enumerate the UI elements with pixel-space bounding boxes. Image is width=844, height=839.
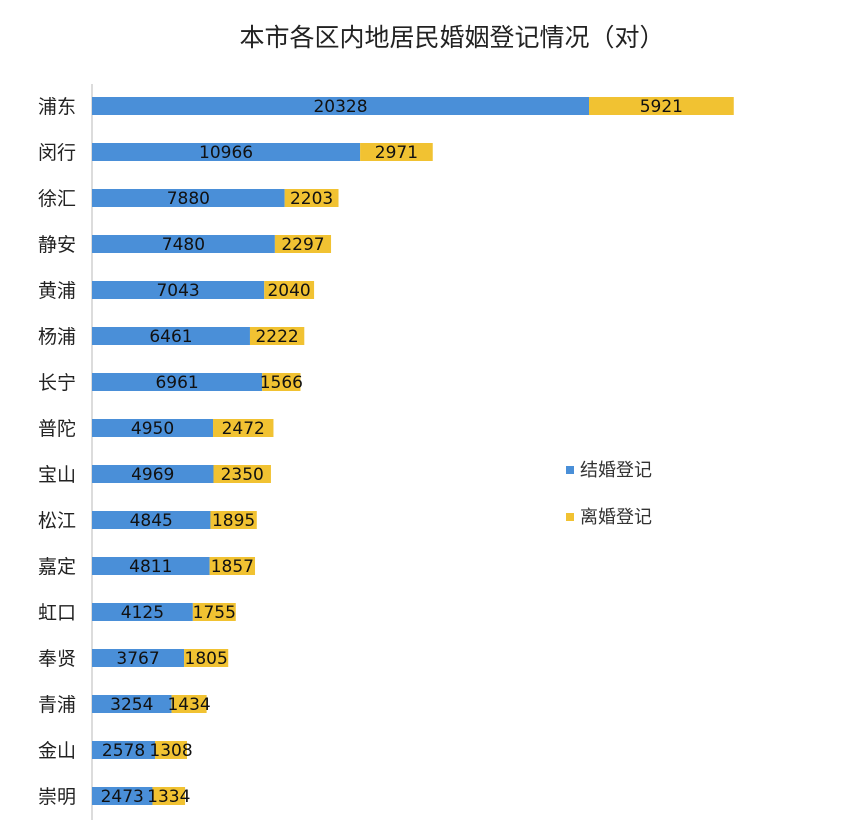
- category-label: 崇明: [38, 786, 76, 808]
- legend-label: 离婚登记: [580, 507, 652, 528]
- bar-divorce: [171, 695, 207, 713]
- category-label: 长宁: [38, 372, 76, 394]
- data-label: 3767: [116, 649, 159, 669]
- data-label: 2040: [267, 281, 310, 301]
- category-label: 奉贤: [38, 648, 76, 670]
- bar-marriage: [92, 327, 250, 345]
- data-label: 1434: [167, 695, 210, 715]
- data-label: 2222: [255, 327, 298, 347]
- category-label: 松江: [38, 510, 76, 532]
- bar-divorce: [213, 465, 271, 483]
- bar-divorce: [152, 787, 186, 805]
- data-label: 1895: [212, 511, 255, 531]
- category-label: 杨浦: [38, 326, 76, 348]
- data-label: 4950: [131, 419, 174, 439]
- bar-divorce: [155, 741, 188, 759]
- category-label: 金山: [38, 740, 76, 762]
- bar-divorce: [360, 143, 433, 161]
- bar-marriage: [92, 419, 214, 437]
- bar-divorce: [589, 97, 734, 115]
- legend-swatch: [566, 466, 574, 474]
- data-label: 1755: [193, 603, 236, 623]
- bar-divorce: [213, 419, 274, 437]
- bar-marriage: [92, 741, 156, 759]
- bar-divorce: [284, 189, 339, 207]
- legend-label: 结婚登记: [580, 460, 652, 481]
- bar-marriage: [92, 649, 185, 667]
- bar-divorce: [210, 511, 257, 529]
- bar-marriage: [92, 465, 214, 483]
- data-label: 1308: [149, 741, 192, 761]
- legend-swatch: [566, 513, 574, 521]
- bar-divorce: [264, 281, 315, 299]
- bar-divorce: [262, 373, 301, 391]
- data-label: 7880: [167, 189, 210, 209]
- category-label: 黄浦: [38, 280, 76, 302]
- bar-marriage: [92, 603, 193, 621]
- bar-marriage: [92, 143, 361, 161]
- data-label: 10966: [199, 143, 253, 163]
- category-label: 宝山: [38, 464, 76, 486]
- data-label: 4125: [121, 603, 164, 623]
- bar-marriage: [92, 373, 263, 391]
- bar-divorce: [249, 327, 305, 345]
- data-label: 7043: [156, 281, 199, 301]
- bar-marriage: [92, 557, 210, 575]
- bar-marriage: [92, 235, 275, 253]
- data-label: 2473: [101, 787, 144, 807]
- bar-divorce: [274, 235, 332, 253]
- category-label: 普陀: [38, 418, 76, 440]
- data-label: 3254: [110, 695, 153, 715]
- bar-marriage: [92, 511, 211, 529]
- data-label: 6961: [155, 373, 198, 393]
- bar-divorce: [192, 603, 236, 621]
- data-label: 2350: [221, 465, 264, 485]
- data-label: 7480: [162, 235, 205, 255]
- data-label: 1857: [211, 557, 254, 577]
- data-label: 1805: [185, 649, 228, 669]
- category-label: 徐汇: [38, 188, 76, 210]
- data-label: 2971: [375, 143, 418, 163]
- category-label: 浦东: [38, 96, 76, 118]
- bar-marriage: [92, 695, 172, 713]
- data-label: 20328: [313, 97, 367, 117]
- data-label: 2578: [102, 741, 145, 761]
- bar-marriage: [92, 787, 153, 805]
- chart-title: 本市各区内地居民婚姻登记情况（对）: [239, 23, 665, 52]
- bar-divorce: [184, 649, 229, 667]
- data-label: 4811: [129, 557, 172, 577]
- bar-divorce: [209, 557, 256, 575]
- data-label: 1566: [260, 373, 303, 393]
- bar-marriage: [92, 189, 285, 207]
- data-label: 2297: [281, 235, 324, 255]
- data-label: 4969: [131, 465, 174, 485]
- category-label: 虹口: [38, 602, 76, 624]
- data-label: 1334: [147, 787, 190, 807]
- category-label: 静安: [38, 234, 76, 256]
- category-label: 嘉定: [38, 556, 76, 578]
- data-label: 4845: [130, 511, 173, 531]
- bar-marriage: [92, 97, 589, 115]
- bar-marriage: [92, 281, 265, 299]
- data-label: 6461: [149, 327, 192, 347]
- category-label: 青浦: [38, 694, 76, 716]
- data-label: 2203: [290, 189, 333, 209]
- category-label: 闵行: [38, 142, 76, 164]
- data-label: 2472: [222, 419, 265, 439]
- data-label: 5921: [640, 97, 683, 117]
